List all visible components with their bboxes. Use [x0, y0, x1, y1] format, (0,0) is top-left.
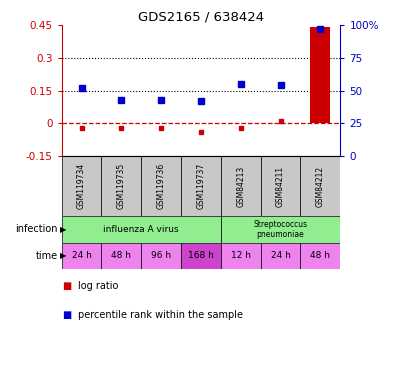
- Text: GSM84211: GSM84211: [276, 166, 285, 207]
- Bar: [300, 243, 340, 269]
- Text: GSM119737: GSM119737: [197, 163, 205, 209]
- Text: 96 h: 96 h: [151, 251, 171, 260]
- Text: 12 h: 12 h: [231, 251, 251, 260]
- Text: percentile rank within the sample: percentile rank within the sample: [78, 310, 243, 320]
- Bar: [141, 156, 181, 216]
- Bar: [181, 243, 221, 269]
- Bar: [62, 243, 101, 269]
- Bar: [221, 156, 261, 216]
- Text: 48 h: 48 h: [111, 251, 131, 260]
- Text: 168 h: 168 h: [188, 251, 214, 260]
- Bar: [300, 156, 340, 216]
- Bar: [101, 243, 141, 269]
- Text: GSM119736: GSM119736: [157, 163, 166, 209]
- Text: ■: ■: [62, 310, 71, 320]
- Text: 24 h: 24 h: [271, 251, 291, 260]
- Text: time: time: [35, 251, 58, 261]
- Text: influenza A virus: influenza A virus: [103, 225, 179, 234]
- Text: ■: ■: [62, 281, 71, 291]
- Text: ▶: ▶: [60, 251, 66, 260]
- Bar: [221, 243, 261, 269]
- Text: GSM84212: GSM84212: [316, 166, 325, 207]
- Text: infection: infection: [15, 224, 58, 234]
- Bar: [261, 156, 300, 216]
- Bar: [101, 156, 141, 216]
- Text: GSM119734: GSM119734: [77, 163, 86, 209]
- Bar: [62, 216, 221, 243]
- Bar: [141, 243, 181, 269]
- Bar: [310, 27, 330, 123]
- Bar: [261, 243, 300, 269]
- Bar: [181, 156, 221, 216]
- Text: 48 h: 48 h: [310, 251, 330, 260]
- Bar: [62, 156, 101, 216]
- Text: log ratio: log ratio: [78, 281, 118, 291]
- Title: GDS2165 / 638424: GDS2165 / 638424: [138, 11, 264, 24]
- Text: 24 h: 24 h: [72, 251, 92, 260]
- Text: GSM84213: GSM84213: [236, 166, 245, 207]
- Text: GSM119735: GSM119735: [117, 163, 126, 209]
- Bar: [221, 216, 340, 243]
- Text: ▶: ▶: [60, 225, 66, 234]
- Text: Streptococcus
pneumoniae: Streptococcus pneumoniae: [254, 220, 308, 239]
